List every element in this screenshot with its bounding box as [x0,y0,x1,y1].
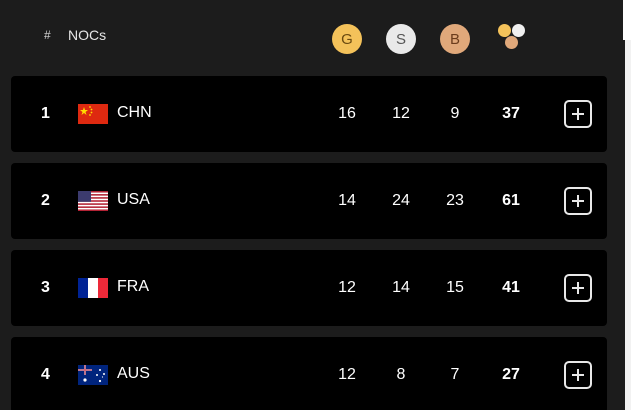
nocs-column-header: NOCs [68,27,107,43]
gold-medal-icon[interactable]: G [332,24,362,54]
expand-row-button[interactable] [564,100,592,128]
table-row[interactable]: 4 AUS 12 8 7 27 [11,337,607,410]
window-edge [625,0,631,410]
noc-code[interactable]: CHN [117,104,152,121]
bronze-medal-letter: B [449,30,460,48]
noc-code[interactable]: AUS [117,365,150,382]
australia-flag-icon [78,365,108,385]
expand-row-button[interactable] [564,274,592,302]
rank-value: 4 [41,366,50,383]
total-count: 37 [502,105,520,122]
france-flag-icon [78,278,108,298]
total-bronze-dot [505,36,518,49]
rank-column-header: # [44,28,51,42]
china-flag-icon [78,104,108,124]
expand-row-button[interactable] [564,361,592,389]
total-silver-dot [512,24,525,37]
rank-value: 3 [41,279,50,296]
bronze-count: 15 [446,279,464,296]
table-row[interactable]: 2 USA 14 24 23 61 [11,163,607,239]
total-count: 27 [502,366,520,383]
medal-table-header: # NOCs G S B [0,0,625,74]
usa-flag-icon [78,191,108,211]
bronze-medal-icon[interactable]: B [440,24,470,54]
table-row[interactable]: 1 CHN 16 12 9 37 [11,76,607,152]
table-row[interactable]: 3 FRA 12 14 15 41 [11,250,607,326]
silver-count: 12 [392,105,410,122]
window-edge-top [623,0,631,40]
silver-count: 8 [396,366,406,383]
gold-count: 12 [338,366,356,383]
gold-count: 14 [338,192,356,209]
bronze-count: 9 [450,105,460,122]
silver-medal-icon[interactable]: S [386,24,416,54]
bronze-count: 23 [446,192,464,209]
gold-count: 12 [338,279,356,296]
silver-count: 14 [392,279,410,296]
expand-row-button[interactable] [564,187,592,215]
gold-count: 16 [338,105,356,122]
silver-count: 24 [392,192,410,209]
noc-code[interactable]: FRA [117,278,149,295]
total-count: 61 [502,192,520,209]
gold-medal-letter: G [341,30,353,48]
total-count: 41 [502,279,520,296]
total-medals-icon[interactable] [496,22,530,52]
noc-code[interactable]: USA [117,191,150,208]
rank-value: 2 [41,192,50,209]
total-gold-dot [498,24,511,37]
bronze-count: 7 [450,366,460,383]
silver-medal-letter: S [395,30,406,48]
rank-value: 1 [41,105,50,122]
